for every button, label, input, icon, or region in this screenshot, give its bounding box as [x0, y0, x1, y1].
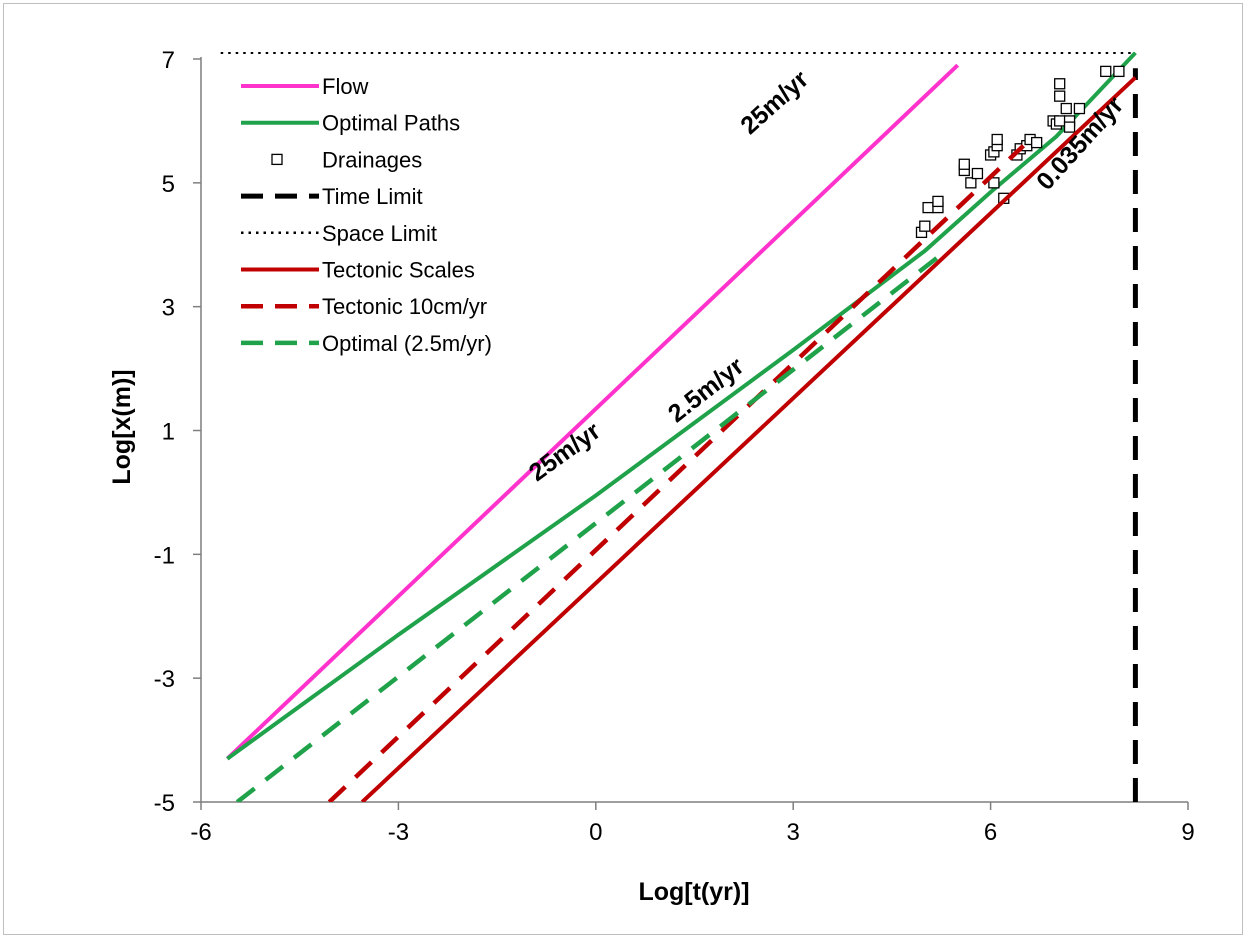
series-optimal-2-5m-yr-line	[235, 255, 940, 802]
series-tectonic-scales-line	[360, 76, 1137, 802]
rate-annotation: 25m/yr	[524, 417, 606, 487]
drainage-point	[1113, 65, 1125, 78]
y-tick-label: -5	[154, 790, 175, 817]
drainage-point	[1054, 90, 1066, 102]
legend-label: Drainages	[322, 147, 422, 172]
drainage-point	[965, 177, 977, 189]
y-tick-label: 3	[162, 295, 175, 322]
legend-label: Flow	[322, 74, 369, 99]
y-tick-label: 5	[162, 171, 175, 198]
drainage-point	[1100, 65, 1112, 78]
legend-label: Tectonic 10cm/yr	[322, 294, 487, 319]
drainage-point	[971, 167, 984, 180]
series-flow-line	[225, 63, 960, 761]
drainage-point	[932, 195, 944, 208]
series-layer	[220, 52, 1138, 802]
x-axis-title: Log[t(yr)]	[638, 878, 749, 906]
x-tick-label: 6	[984, 819, 997, 846]
x-tick-label: -6	[190, 819, 211, 846]
drainage-point	[1073, 102, 1086, 115]
drainage-point	[1054, 115, 1066, 127]
drainage-point	[988, 177, 1000, 189]
y-tick-label: 7	[162, 47, 175, 74]
drainage-point	[991, 133, 1003, 146]
y-tick-label: -3	[154, 666, 175, 693]
x-tick-label: 9	[1181, 819, 1194, 846]
axes: -6 -3 0 3 6 9 -5 -3 -1 1 3 5 7	[154, 47, 1195, 846]
legend: Flow Optimal Paths Drainages Time Limit Spac…	[241, 74, 492, 356]
legend-label: Time Limit	[322, 184, 423, 209]
legend-label: Optimal (2.5m/yr)	[322, 331, 492, 356]
y-tick-label: 1	[162, 419, 175, 446]
rate-annotation: 25m/yr	[735, 65, 814, 140]
legend-label: Tectonic Scales	[322, 258, 475, 283]
drainage-point	[958, 158, 970, 170]
drainage-point	[919, 220, 931, 232]
x-tick-label: -3	[388, 819, 409, 846]
series-drainages	[915, 65, 1125, 239]
y-axis-title: Log[x(m)]	[108, 369, 136, 484]
x-tick-label: 0	[589, 819, 602, 846]
drainage-point	[1031, 136, 1043, 149]
chart-frame: -6 -3 0 3 6 9 -5 -3 -1 1 3 5 7 25m/yr 25m/yr 2.5m/yr 0.…	[3, 3, 1243, 935]
legend-label: Optimal Paths	[322, 111, 460, 136]
drainage-point	[922, 201, 934, 214]
x-tick-label: 3	[787, 819, 800, 846]
drainage-point	[1063, 121, 1076, 133]
drainage-point	[1054, 78, 1066, 90]
legend-label: Space Limit	[322, 221, 437, 246]
drainage-point	[1060, 102, 1072, 115]
series-tectonic-10cm-yr-line	[327, 144, 1026, 802]
y-tick-label: -1	[154, 542, 175, 569]
legend-swatch-drainages	[271, 153, 283, 166]
